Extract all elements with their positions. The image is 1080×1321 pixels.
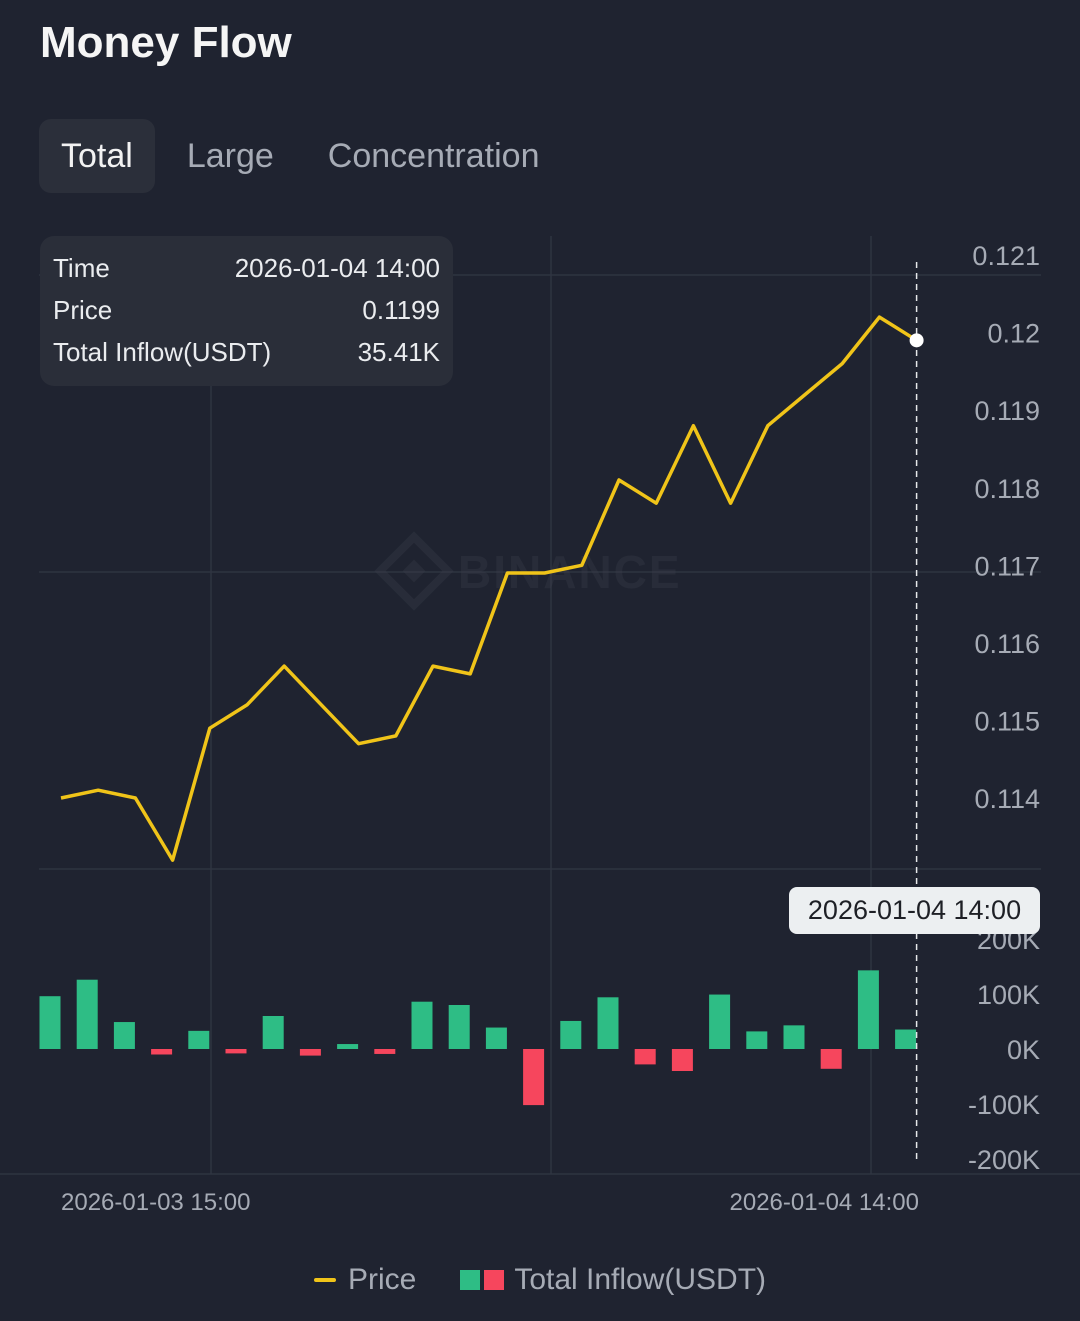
tab-bar: Total Large Concentration: [39, 119, 571, 193]
tooltip-value: 35.41K: [357, 337, 440, 367]
crosshair-dot: [909, 333, 924, 348]
price-tick-label: 0.116: [974, 629, 1040, 659]
tab-total[interactable]: Total: [39, 119, 155, 193]
legend-item-price[interactable]: Price: [313, 1263, 417, 1297]
inflow-bar: [746, 1031, 768, 1049]
price-tick-label: 0.119: [974, 396, 1040, 426]
inflow-bar: [411, 1001, 433, 1049]
inflow-bar: [857, 970, 879, 1049]
inflow-tick-label: -200K: [968, 1145, 1040, 1175]
price-tick-label: 0.118: [974, 474, 1040, 504]
price-tick-label: 0.121: [972, 241, 1040, 271]
x-tick-label: 2026-01-04 14:00: [730, 1189, 920, 1216]
inflow-bar: [225, 1049, 247, 1054]
inflow-bar: [299, 1049, 321, 1056]
negative-swatch-icon: [484, 1270, 505, 1290]
legend-label-inflow: Total Inflow(USDT): [514, 1263, 767, 1296]
page-title: Money Flow: [40, 18, 292, 67]
crosshair-time-label: 2026-01-04 14:00: [789, 887, 1040, 934]
inflow-bar: [188, 1030, 210, 1049]
inflow-bar: [820, 1049, 842, 1069]
inflow-bar: [597, 997, 619, 1049]
binance-watermark: BINANCE: [374, 531, 682, 611]
inflow-tick-label: -100K: [968, 1090, 1040, 1120]
tooltip-row-time: Time 2026-01-04 14:00: [53, 250, 440, 292]
x-axis-labels: 2026-01-03 15:00 2026-01-04 14:00: [61, 1189, 919, 1216]
inflow-bars: [39, 970, 917, 1106]
inflow-bar: [151, 1049, 173, 1055]
inflow-bar: [448, 1005, 470, 1049]
inflow-bar: [337, 1044, 359, 1049]
price-tick-label: 0.114: [974, 784, 1040, 814]
watermark-text: BINANCE: [458, 546, 682, 598]
tab-large[interactable]: Large: [186, 137, 274, 175]
x-tick-label: 2026-01-03 15:00: [61, 1189, 251, 1216]
inflow-tick-label: 0K: [1007, 1035, 1040, 1065]
inflow-bar: [671, 1049, 693, 1071]
inflow-bar: [39, 996, 61, 1049]
tooltip-label: Price: [53, 295, 113, 325]
inflow-tick-label: 100K: [977, 980, 1040, 1010]
inflow-bar: [262, 1016, 284, 1049]
tooltip-row-price: Price 0.1199: [53, 292, 440, 334]
inflow-bar: [634, 1049, 656, 1065]
tab-concentration[interactable]: Concentration: [327, 137, 540, 175]
price-line-swatch-icon: [313, 1278, 336, 1282]
inflow-bar: [895, 1029, 917, 1049]
y-axis-labels: 0.1210.120.1190.1180.1170.1160.1150.1142…: [968, 241, 1040, 1175]
tooltip-value: 0.1199: [362, 295, 440, 325]
price-tick-label: 0.117: [974, 551, 1040, 581]
inflow-bar: [523, 1049, 545, 1106]
chart-legend: Price Total Inflow(USDT): [0, 1258, 1080, 1302]
inflow-bar: [113, 1022, 135, 1049]
positive-swatch-icon: [460, 1270, 481, 1290]
inflow-bar: [709, 994, 731, 1049]
inflow-bar: [76, 979, 98, 1049]
data-tooltip: Time 2026-01-04 14:00 Price 0.1199 Total…: [40, 236, 453, 386]
tooltip-row-inflow: Total Inflow(USDT) 35.41K: [53, 334, 440, 376]
legend-item-inflow[interactable]: Total Inflow(USDT): [460, 1263, 766, 1297]
inflow-bar: [560, 1020, 582, 1049]
inflow-bar: [374, 1049, 396, 1054]
price-tick-label: 0.115: [974, 707, 1040, 737]
binance-logo-icon: [374, 531, 454, 611]
tooltip-label: Time: [53, 253, 110, 283]
inflow-bar: [783, 1025, 805, 1049]
price-line: [60, 315, 918, 862]
price-tick-label: 0.12: [987, 319, 1040, 349]
legend-label-price: Price: [347, 1263, 417, 1296]
tooltip-label: Total Inflow(USDT): [53, 337, 272, 367]
inflow-bar: [485, 1027, 507, 1049]
tooltip-value: 2026-01-04 14:00: [234, 253, 440, 283]
